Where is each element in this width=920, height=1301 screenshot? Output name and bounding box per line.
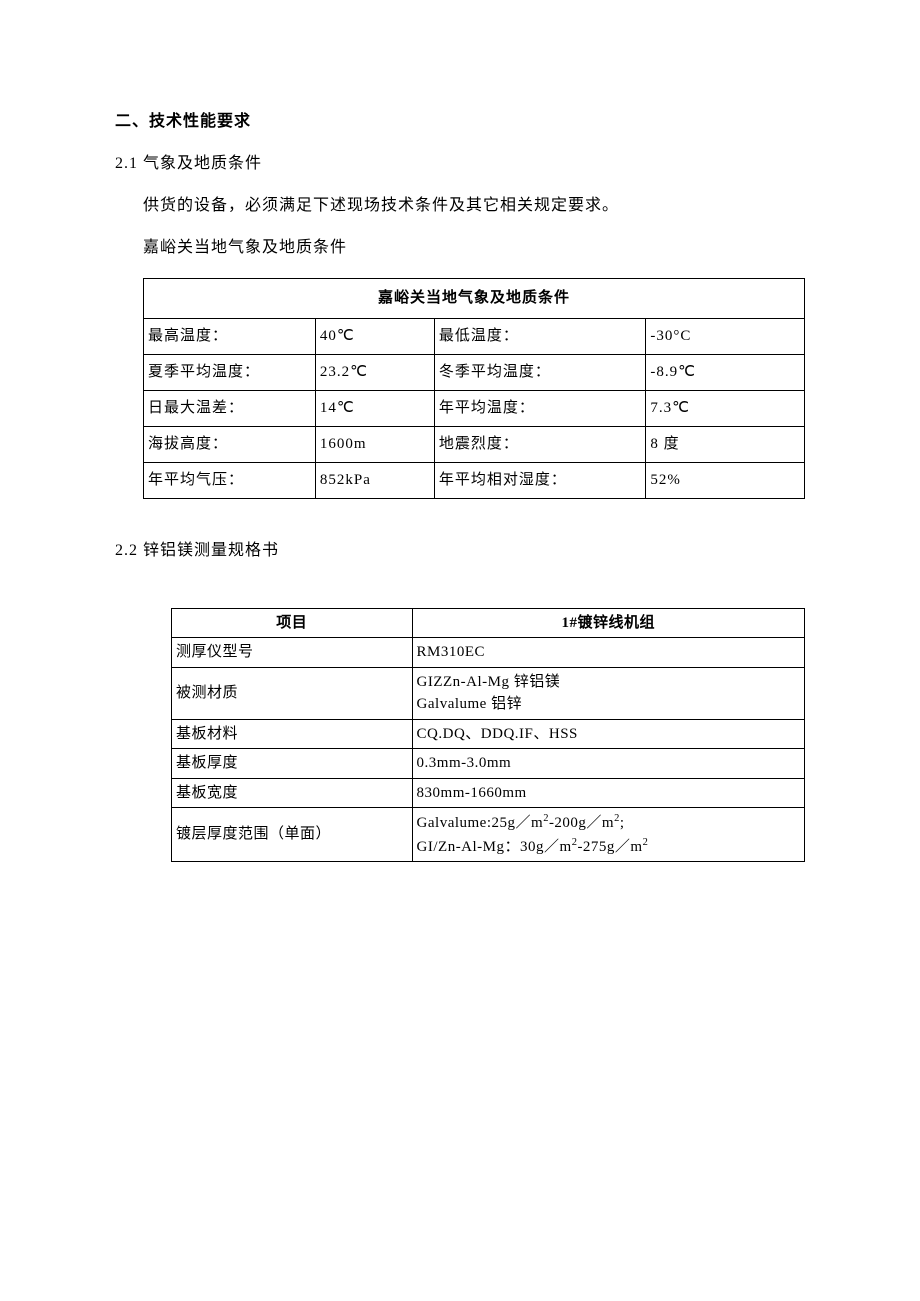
- table-row: 被测材质 GIZZn-Al-Mg 锌铝镁Galvalume 铝锌: [172, 667, 805, 719]
- cell-label: 海拔高度：: [144, 426, 316, 462]
- table-row: 最高温度： 40℃ 最低温度： -30°C: [144, 318, 805, 354]
- cell-value: 40℃: [315, 318, 434, 354]
- cell-label: 夏季平均温度：: [144, 354, 316, 390]
- climate-table-title: 嘉峪关当地气象及地质条件: [144, 279, 805, 319]
- table-row: 测厚仪型号 RM310EC: [172, 638, 805, 668]
- cell-label: 地震烈度：: [434, 426, 646, 462]
- subsection-2-2-label: 2.2 锌铝镁测量规格书: [115, 539, 805, 563]
- cell-value: 852kPa: [315, 462, 434, 498]
- spec-table-header-line: 1#镀锌线机组: [412, 608, 804, 638]
- table-row: 基板厚度 0.3mm-3.0mm: [172, 749, 805, 779]
- cell-value: 830mm-1660mm: [412, 778, 804, 808]
- cell-label: 基板宽度: [172, 778, 413, 808]
- cell-value: 8 度: [646, 426, 805, 462]
- cell-value: 1600m: [315, 426, 434, 462]
- cell-value: 14℃: [315, 390, 434, 426]
- subsection-2-1-para-1: 供货的设备，必须满足下述现场技术条件及其它相关规定要求。: [143, 194, 805, 218]
- cell-label: 最高温度：: [144, 318, 316, 354]
- cell-label: 镀层厚度范围（单面）: [172, 808, 413, 862]
- climate-table: 嘉峪关当地气象及地质条件 最高温度： 40℃ 最低温度： -30°C 夏季平均温…: [143, 278, 805, 499]
- cell-label: 年平均温度：: [434, 390, 646, 426]
- cell-value: 7.3℃: [646, 390, 805, 426]
- climate-table-wrap: 嘉峪关当地气象及地质条件 最高温度： 40℃ 最低温度： -30°C 夏季平均温…: [143, 278, 805, 499]
- cell-label: 日最大温差：: [144, 390, 316, 426]
- cell-value: RM310EC: [412, 638, 804, 668]
- table-row: 镀层厚度范围（单面） Galvalume:25g／m2-200g／m2;GI/Z…: [172, 808, 805, 862]
- cell-value: GIZZn-Al-Mg 锌铝镁Galvalume 铝锌: [412, 667, 804, 719]
- cell-value: 23.2℃: [315, 354, 434, 390]
- cell-value: -30°C: [646, 318, 805, 354]
- cell-label: 被测材质: [172, 667, 413, 719]
- cell-value: 52%: [646, 462, 805, 498]
- spec-table: 项目 1#镀锌线机组 测厚仪型号 RM310EC 被测材质 GIZZn-Al-M…: [171, 608, 805, 863]
- cell-value: Galvalume:25g／m2-200g／m2;GI/Zn-Al-Mg：30g…: [412, 808, 804, 862]
- spec-table-header-item: 项目: [172, 608, 413, 638]
- subsection-2-1-label: 2.1 气象及地质条件: [115, 152, 805, 176]
- table-row: 日最大温差： 14℃ 年平均温度： 7.3℃: [144, 390, 805, 426]
- cell-label: 年平均相对湿度：: [434, 462, 646, 498]
- table-row: 海拔高度： 1600m 地震烈度： 8 度: [144, 426, 805, 462]
- cell-label: 测厚仪型号: [172, 638, 413, 668]
- cell-value: -8.9℃: [646, 354, 805, 390]
- cell-label: 基板厚度: [172, 749, 413, 779]
- cell-value: CQ.DQ、DDQ.IF、HSS: [412, 719, 804, 749]
- cell-label: 最低温度：: [434, 318, 646, 354]
- cell-label: 冬季平均温度：: [434, 354, 646, 390]
- cell-label: 基板材料: [172, 719, 413, 749]
- subsection-2-1-para-2: 嘉峪关当地气象及地质条件: [143, 236, 805, 260]
- table-row: 基板材料 CQ.DQ、DDQ.IF、HSS: [172, 719, 805, 749]
- heading-section-2: 二、技术性能要求: [115, 110, 805, 134]
- spec-table-wrap: 项目 1#镀锌线机组 测厚仪型号 RM310EC 被测材质 GIZZn-Al-M…: [171, 608, 805, 863]
- cell-value: 0.3mm-3.0mm: [412, 749, 804, 779]
- table-row: 基板宽度 830mm-1660mm: [172, 778, 805, 808]
- cell-label: 年平均气压：: [144, 462, 316, 498]
- table-row: 年平均气压： 852kPa 年平均相对湿度： 52%: [144, 462, 805, 498]
- table-row: 夏季平均温度： 23.2℃ 冬季平均温度： -8.9℃: [144, 354, 805, 390]
